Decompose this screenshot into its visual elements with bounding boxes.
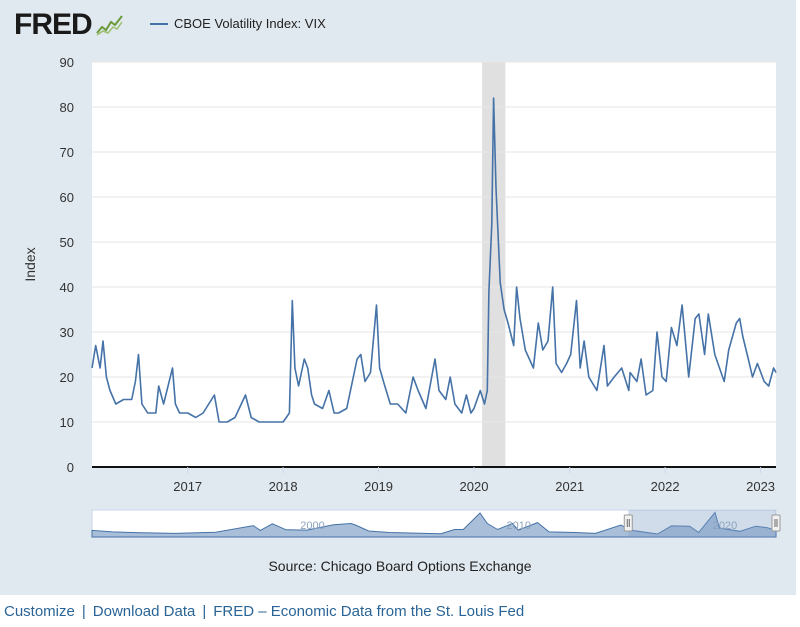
x-tick-label: 2018 (269, 479, 298, 494)
y-tick-label: 0 (67, 460, 74, 475)
navigator-label: 2010 (507, 520, 531, 532)
legend-swatch (150, 22, 168, 25)
navigator-series (91, 511, 777, 538)
y-tick-label: 20 (60, 370, 74, 385)
x-tick-label: 2022 (651, 479, 680, 494)
x-tick-label: 2020 (460, 479, 489, 494)
x-tick-label: 2023 (746, 479, 775, 494)
navigator: 2000 2010 2020 (91, 509, 781, 538)
x-tick-label: 2021 (555, 479, 584, 494)
fred-home-link[interactable]: FRED – Economic Data from the St. Louis … (213, 603, 525, 620)
y-tick-label: 50 (60, 235, 74, 250)
y-axis-label: Index (22, 247, 38, 281)
navigator-handle-right[interactable] (771, 514, 781, 532)
navigator-label: 2000 (300, 520, 324, 532)
fred-logo[interactable]: FRED (14, 8, 124, 42)
x-tick-label: 2017 (173, 479, 202, 494)
footer-separator: | (202, 603, 207, 620)
series-line-vix (91, 97, 777, 423)
navigator-label: 2020 (713, 520, 737, 532)
footer-links: Customize | Download Data | FRED – Economic … (4, 603, 524, 620)
y-tick-label: 60 (60, 190, 74, 205)
y-tick-label: 70 (60, 145, 74, 160)
handle-grip (623, 514, 633, 532)
y-tick-label: 10 (60, 415, 74, 430)
footer-separator: | (81, 603, 86, 620)
navigator-window (628, 510, 776, 537)
download-data-link[interactable]: Download Data (92, 603, 196, 620)
y-tick-label: 90 (60, 55, 74, 70)
x-tick-label: 2019 (364, 479, 393, 494)
fred-logo-text: FRED (14, 8, 93, 41)
chart-trend-icon (95, 13, 124, 37)
y-tick-label: 30 (60, 325, 74, 340)
y-tick-label: 40 (60, 280, 74, 295)
customize-link[interactable]: Customize (4, 603, 75, 620)
plot-background (92, 62, 776, 467)
chart-legend[interactable]: CBOE Volatility Index: VIX (150, 16, 326, 31)
navigator-handle-left[interactable] (623, 514, 633, 532)
y-tick-label: 80 (60, 100, 74, 115)
chart-container: FRED CBOE Volatility Index: VIX 0 10 20 30 4… (0, 0, 796, 595)
handle-grip (771, 514, 781, 532)
legend-label: CBOE Volatility Index: VIX (174, 16, 326, 31)
vix-chart[interactable]: 0 10 20 30 40 50 60 70 80 90 2017 2018 2019 2020 2021 2… (2, 2, 798, 597)
source-text: Source: Chicago Board Options Exchange (268, 558, 532, 574)
